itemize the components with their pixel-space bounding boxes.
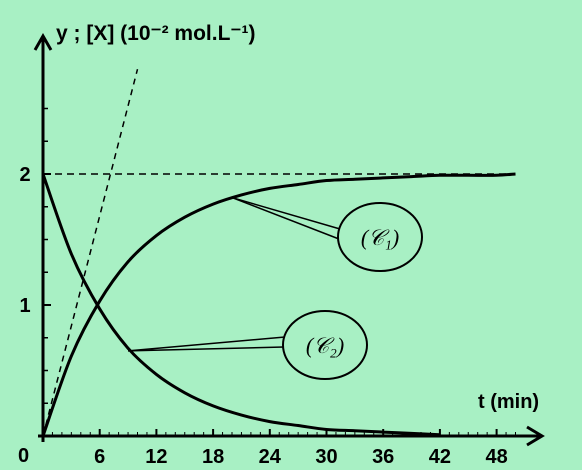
annotation-label: (𝒞₂) (306, 333, 344, 358)
annotation-pointer (231, 196, 340, 240)
x-tick-label: 30 (315, 446, 337, 468)
annotation-label: (𝒞₁) (361, 225, 399, 250)
annotation-bubble (282, 310, 368, 380)
x-axis-label: t (min) (478, 391, 539, 413)
series-line-1 (41, 172, 516, 437)
x-tick-label: 6 (94, 446, 105, 468)
annotation-pointer (128, 346, 285, 352)
series-line-2 (41, 173, 440, 437)
x-tick-label: 12 (145, 446, 167, 468)
x-tick-label: 36 (372, 446, 394, 468)
x-tick-label: 42 (429, 446, 451, 468)
tangent-line (42, 69, 139, 437)
annotation-pointer (127, 336, 286, 352)
y-axis-arrow-icon (33, 32, 53, 51)
x-axis-arrow-icon (526, 425, 545, 447)
annotation-pointer (231, 196, 341, 230)
x-tick-label: 24 (259, 446, 282, 468)
annotation-bubble (337, 202, 423, 272)
x-tick-label: 18 (202, 446, 224, 468)
y-axis-label: y ; [X] (10⁻² mol.L⁻¹) (56, 22, 256, 45)
x-tick-label: 48 (485, 446, 507, 468)
y-tick-label: 2 (19, 164, 30, 186)
origin-label: 0 (18, 445, 29, 467)
y-tick-label: 1 (19, 295, 30, 317)
